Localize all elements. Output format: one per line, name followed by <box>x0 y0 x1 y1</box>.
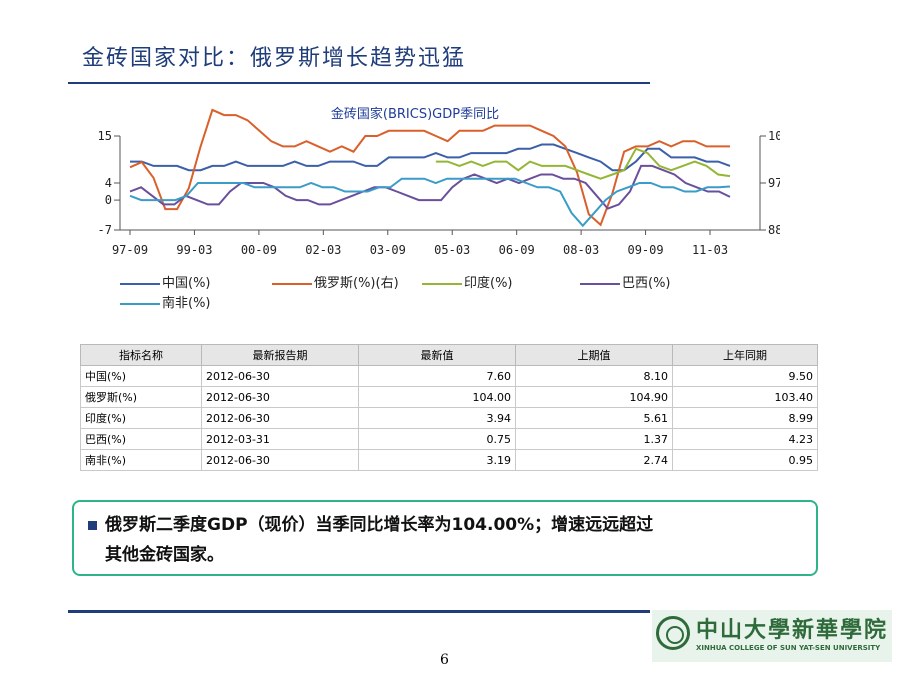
x-tick-label: 02-03 <box>305 243 341 257</box>
cell-period: 2012-03-31 <box>201 428 359 450</box>
cell-previous: 1.37 <box>515 428 673 450</box>
cell-latest: 104.00 <box>358 386 516 408</box>
right-tick-label: 97 <box>768 176 780 190</box>
left-tick-label: 15 <box>98 129 112 143</box>
right-tick-label: 106 <box>768 129 780 143</box>
college-name-en: XINHUA COLLEGE OF SUN YAT-SEN UNIVERSITY <box>696 644 881 652</box>
legend-swatch-south-africa <box>120 302 160 305</box>
gdp-chart: 金砖国家(BRICS)GDP季同比 15 4 0 -7 106 97 88 97-09 99-03… <box>80 98 780 316</box>
indicator-table: 指标名称 最新报告期 最新值 上期值 上年同期 中国(%) 2012-06-30… <box>80 344 818 471</box>
legend-item-brazil: 巴西(%) <box>580 272 671 291</box>
footer-divider <box>68 610 650 613</box>
legend-item-russia: 俄罗斯(%)(右) <box>272 272 399 291</box>
x-tick-label: 06-09 <box>499 243 535 257</box>
cell-period: 2012-06-30 <box>201 407 359 429</box>
cell-previous: 5.61 <box>515 407 673 429</box>
x-tick-label: 97-09 <box>112 243 148 257</box>
chart-title: 金砖国家(BRICS)GDP季同比 <box>331 106 499 122</box>
summary-callout: 俄罗斯二季度GDP（现价）当季同比增长率为104.00%；增速远远超过 其他金砖… <box>72 500 818 576</box>
x-tick-label: 09-09 <box>627 243 663 257</box>
cell-year-ago: 4.23 <box>672 428 818 450</box>
legend-swatch-china <box>120 282 160 285</box>
cell-period: 2012-06-30 <box>201 449 359 471</box>
legend-swatch-brazil <box>580 282 620 285</box>
cell-latest: 3.94 <box>358 407 516 429</box>
x-tick-label: 05-03 <box>434 243 470 257</box>
table-row: 印度(%) 2012-06-30 3.94 5.61 8.99 <box>80 407 818 429</box>
header-previous: 上期值 <box>515 344 673 366</box>
cell-indicator: 中国(%) <box>80 365 202 387</box>
left-tick-label: 4 <box>105 176 112 190</box>
legend-item-india: 印度(%) <box>422 272 513 291</box>
college-logo: 中山大學新華學院 XINHUA COLLEGE OF SUN YAT-SEN U… <box>652 610 892 662</box>
table-row: 巴西(%) 2012-03-31 0.75 1.37 4.23 <box>80 428 818 450</box>
cell-period: 2012-06-30 <box>201 365 359 387</box>
left-tick-label: -7 <box>98 223 112 237</box>
cell-previous: 8.10 <box>515 365 673 387</box>
x-tick-label: 00-09 <box>241 243 277 257</box>
x-tick-label: 99-03 <box>176 243 212 257</box>
callout-line-1: 俄罗斯二季度GDP（现价）当季同比增长率为104.00%；增速远远超过 <box>88 510 802 540</box>
header-indicator: 指标名称 <box>80 344 202 366</box>
cell-latest: 3.19 <box>358 449 516 471</box>
legend-swatch-russia <box>272 282 312 285</box>
slide-title: 金砖国家对比：俄罗斯增长趋势迅猛 <box>82 46 467 71</box>
series-line <box>435 147 731 180</box>
callout-line-2: 其他金砖国家。 <box>105 545 224 565</box>
x-tick-label: 03-09 <box>370 243 406 257</box>
cell-indicator: 俄罗斯(%) <box>80 386 202 408</box>
table-row: 中国(%) 2012-06-30 7.60 8.10 9.50 <box>80 365 818 387</box>
header-latest-period: 最新报告期 <box>201 344 359 366</box>
table-row: 南非(%) 2012-06-30 3.19 2.74 0.95 <box>80 449 818 471</box>
series-line <box>129 108 730 227</box>
x-tick-label: 11-03 <box>692 243 728 257</box>
header-year-ago: 上年同期 <box>672 344 818 366</box>
cell-year-ago: 103.40 <box>672 386 818 408</box>
cell-previous: 104.90 <box>515 386 673 408</box>
college-seal-icon <box>656 616 690 650</box>
series-line <box>130 143 731 172</box>
series-line <box>129 164 731 210</box>
header-latest-value: 最新值 <box>358 344 516 366</box>
left-tick-label: 0 <box>105 193 112 207</box>
chart-canvas: 金砖国家(BRICS)GDP季同比 15 4 0 -7 106 97 88 97-09 99-03… <box>98 106 780 257</box>
cell-previous: 2.74 <box>515 449 673 471</box>
right-tick-label: 88 <box>768 223 780 237</box>
x-tick-label: 08-03 <box>563 243 599 257</box>
cell-year-ago: 0.95 <box>672 449 818 471</box>
legend-item-south-africa: 南非(%) <box>120 292 211 311</box>
cell-latest: 7.60 <box>358 365 516 387</box>
cell-year-ago: 8.99 <box>672 407 818 429</box>
title-divider <box>68 82 650 84</box>
series-line <box>129 177 731 228</box>
cell-indicator: 巴西(%) <box>80 428 202 450</box>
table-row: 俄罗斯(%) 2012-06-30 104.00 104.90 103.40 <box>80 386 818 408</box>
cell-indicator: 印度(%) <box>80 407 202 429</box>
cell-period: 2012-06-30 <box>201 386 359 408</box>
page-number: 6 <box>440 652 449 668</box>
square-bullet-icon <box>88 520 97 530</box>
college-name-cn: 中山大學新華學院 <box>696 617 889 643</box>
cell-year-ago: 9.50 <box>672 365 818 387</box>
cell-latest: 0.75 <box>358 428 516 450</box>
legend-swatch-india <box>422 282 462 285</box>
table-header-row: 指标名称 最新报告期 最新值 上期值 上年同期 <box>80 344 818 366</box>
legend-item-china: 中国(%) <box>120 272 211 291</box>
cell-indicator: 南非(%) <box>80 449 202 471</box>
